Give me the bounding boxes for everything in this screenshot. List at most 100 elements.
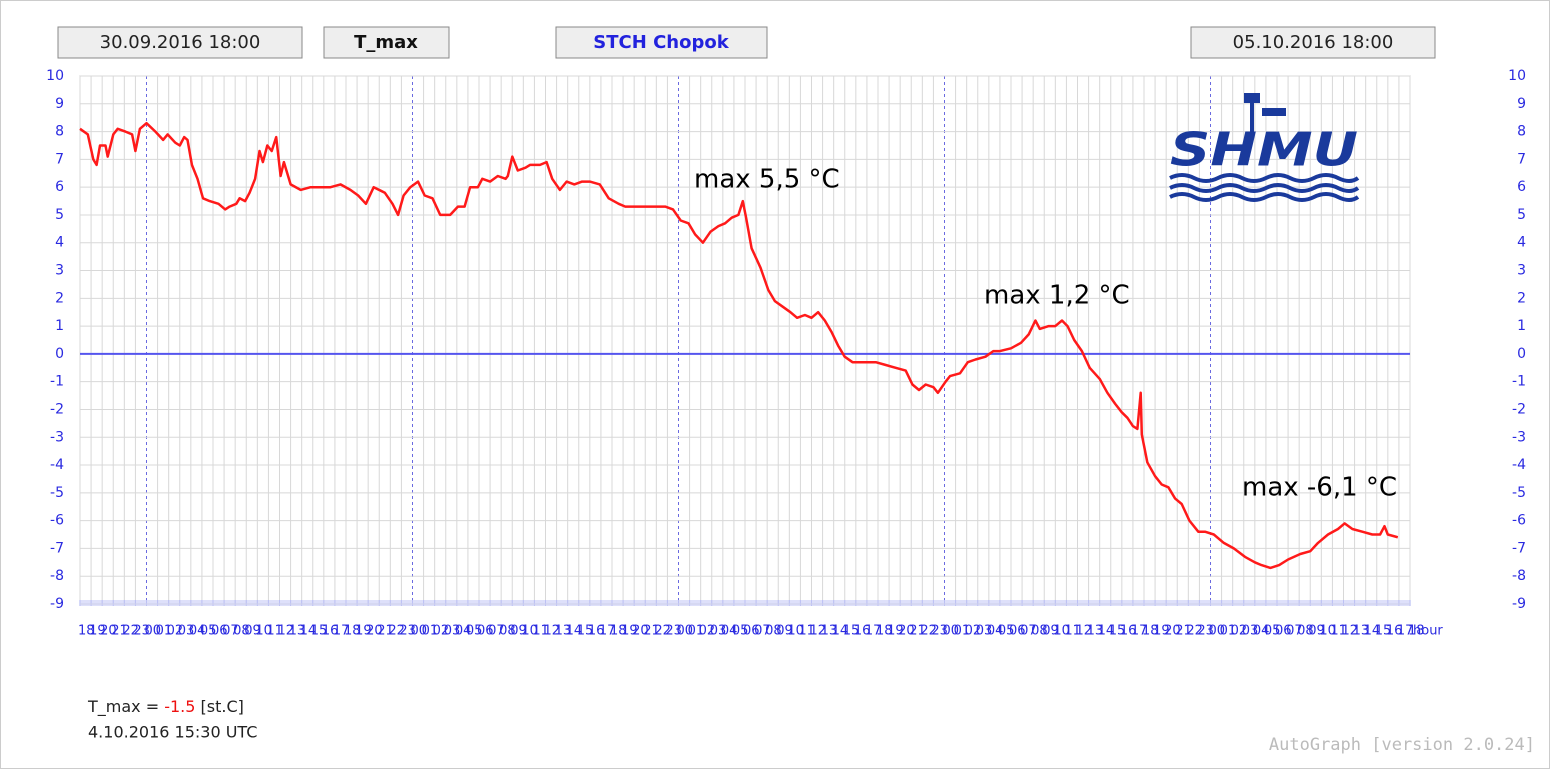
x-tick-label: 03	[1242, 624, 1259, 639]
x-tick-label: 18	[610, 624, 627, 639]
x-tick-label: 06	[743, 624, 760, 639]
x-tick-label: 09	[510, 624, 527, 639]
x-tick-label: 13	[555, 624, 572, 639]
footer: AutoGraph [version 2.0.24]	[1269, 735, 1535, 755]
y-tick-label: 7	[55, 151, 64, 167]
x-tick-label: 03	[976, 624, 993, 639]
x-tick-label: 08	[1297, 624, 1314, 639]
x-tick-label: 17	[1397, 624, 1414, 639]
x-axis-label: hour	[1413, 624, 1443, 639]
x-tick-label: 10	[255, 624, 272, 639]
x-tick-label: 10	[521, 624, 538, 639]
end-date[interactable]: 05.10.2016 18:00	[1233, 32, 1394, 53]
x-tick-label: 15	[1109, 624, 1126, 639]
x-tick-label: 22	[388, 624, 405, 639]
y-tick-label-right: 0	[1517, 346, 1526, 362]
x-tick-label: 02	[1231, 624, 1248, 639]
x-tick-label: 12	[278, 624, 295, 639]
x-tick-label: 22	[1186, 624, 1203, 639]
station-button[interactable]	[555, 26, 768, 59]
y-tick-label: -4	[50, 457, 64, 473]
x-tick-label: 11	[532, 624, 549, 639]
x-tick-label: 03	[178, 624, 195, 639]
readout-unit: [st.C]	[201, 697, 244, 716]
x-tick-label: 00	[1209, 624, 1226, 639]
y-tick-label: 10	[46, 68, 64, 84]
y-tick-label: -7	[50, 540, 64, 556]
x-tick-label: 16	[588, 624, 605, 639]
y-tick-label-right: 3	[1517, 263, 1526, 279]
x-tick-label: 14	[300, 624, 317, 639]
y-tick-label-right: -7	[1512, 540, 1526, 556]
x-tick-label: 14	[1364, 624, 1381, 639]
x-tick-label: 21	[377, 624, 394, 639]
start-button[interactable]	[57, 26, 303, 59]
y-tick-label-right: -8	[1512, 568, 1526, 584]
x-tick-label: 11	[798, 624, 815, 639]
x-tick-label: 10	[1053, 624, 1070, 639]
logo-vane	[1262, 108, 1286, 116]
x-tick-label: 22	[654, 624, 671, 639]
x-tick-label: 18	[78, 624, 95, 639]
x-tick-label: 14	[832, 624, 849, 639]
x-tick-label: 15	[311, 624, 328, 639]
x-tick-label: 07	[222, 624, 239, 639]
y-tick-label-right: 1	[1517, 318, 1526, 334]
x-tick-label: 06	[477, 624, 494, 639]
x-tick-label: 11	[1330, 624, 1347, 639]
x-tick-label: 11	[1064, 624, 1081, 639]
station[interactable]: STCH Chopok	[593, 32, 729, 53]
y-tick-label-right: 4	[1517, 235, 1526, 251]
x-tick-label: 12	[810, 624, 827, 639]
readout-prefix: T_max =	[87, 697, 159, 717]
readout-label: T_max = -1.5 [st.C]	[87, 697, 244, 717]
y-tick-label: 9	[55, 96, 64, 112]
x-tick-label: 09	[244, 624, 261, 639]
x-tick-label: 09	[776, 624, 793, 639]
x-tick-label: 23	[665, 624, 682, 639]
x-tick-label: 09	[1308, 624, 1325, 639]
x-tick-label: 19	[887, 624, 904, 639]
annotation: max -6,1 °C	[1242, 473, 1397, 503]
x-tick-label: 19	[355, 624, 372, 639]
x-tick-label: 12	[1076, 624, 1093, 639]
x-tick-label: 21	[111, 624, 128, 639]
x-tick-label: 20	[632, 624, 649, 639]
x-tick-label: 23	[931, 624, 948, 639]
x-tick-label: 07	[1286, 624, 1303, 639]
variable[interactable]: T_max	[354, 32, 418, 53]
x-tick-label: 21	[909, 624, 926, 639]
start-date[interactable]: 30.09.2016 18:00	[100, 32, 261, 53]
x-tick-label: 20	[100, 624, 117, 639]
end-button[interactable]	[1190, 26, 1436, 59]
variable-button[interactable]	[323, 26, 450, 59]
y-tick-label: 4	[55, 235, 64, 251]
y-tick-label: 2	[55, 290, 64, 306]
x-tick-label: 04	[721, 624, 738, 639]
x-tick-label: 06	[211, 624, 228, 639]
x-tick-label: 12	[1342, 624, 1359, 639]
x-tick-label: 01	[954, 624, 971, 639]
y-tick-label-right: 6	[1517, 179, 1526, 195]
x-tick-label: 10	[1319, 624, 1336, 639]
x-tick-label: 02	[965, 624, 982, 639]
logo-mast	[1250, 98, 1254, 132]
y-tick-label-right: -3	[1512, 429, 1526, 445]
x-tick-label: 17	[865, 624, 882, 639]
x-tick-label: 23	[399, 624, 416, 639]
logo: SHMU	[1169, 93, 1360, 202]
x-tick-label: 18	[876, 624, 893, 639]
y-tick-label: 5	[55, 207, 64, 223]
x-tick-label: 14	[566, 624, 583, 639]
x-tick-label: 21	[643, 624, 660, 639]
x-tick-label: 00	[411, 624, 428, 639]
x-tick-label: 15	[1375, 624, 1392, 639]
x-tick-label: 01	[422, 624, 439, 639]
x-tick-label: 04	[189, 624, 206, 639]
y-tick-label-right: -6	[1512, 513, 1526, 529]
y-tick-label-right: 8	[1517, 124, 1526, 140]
x-tick-label: 23	[1197, 624, 1214, 639]
y-tick-label: -8	[50, 568, 64, 584]
x-tick-label: 15	[843, 624, 860, 639]
x-tick-label: 07	[754, 624, 771, 639]
